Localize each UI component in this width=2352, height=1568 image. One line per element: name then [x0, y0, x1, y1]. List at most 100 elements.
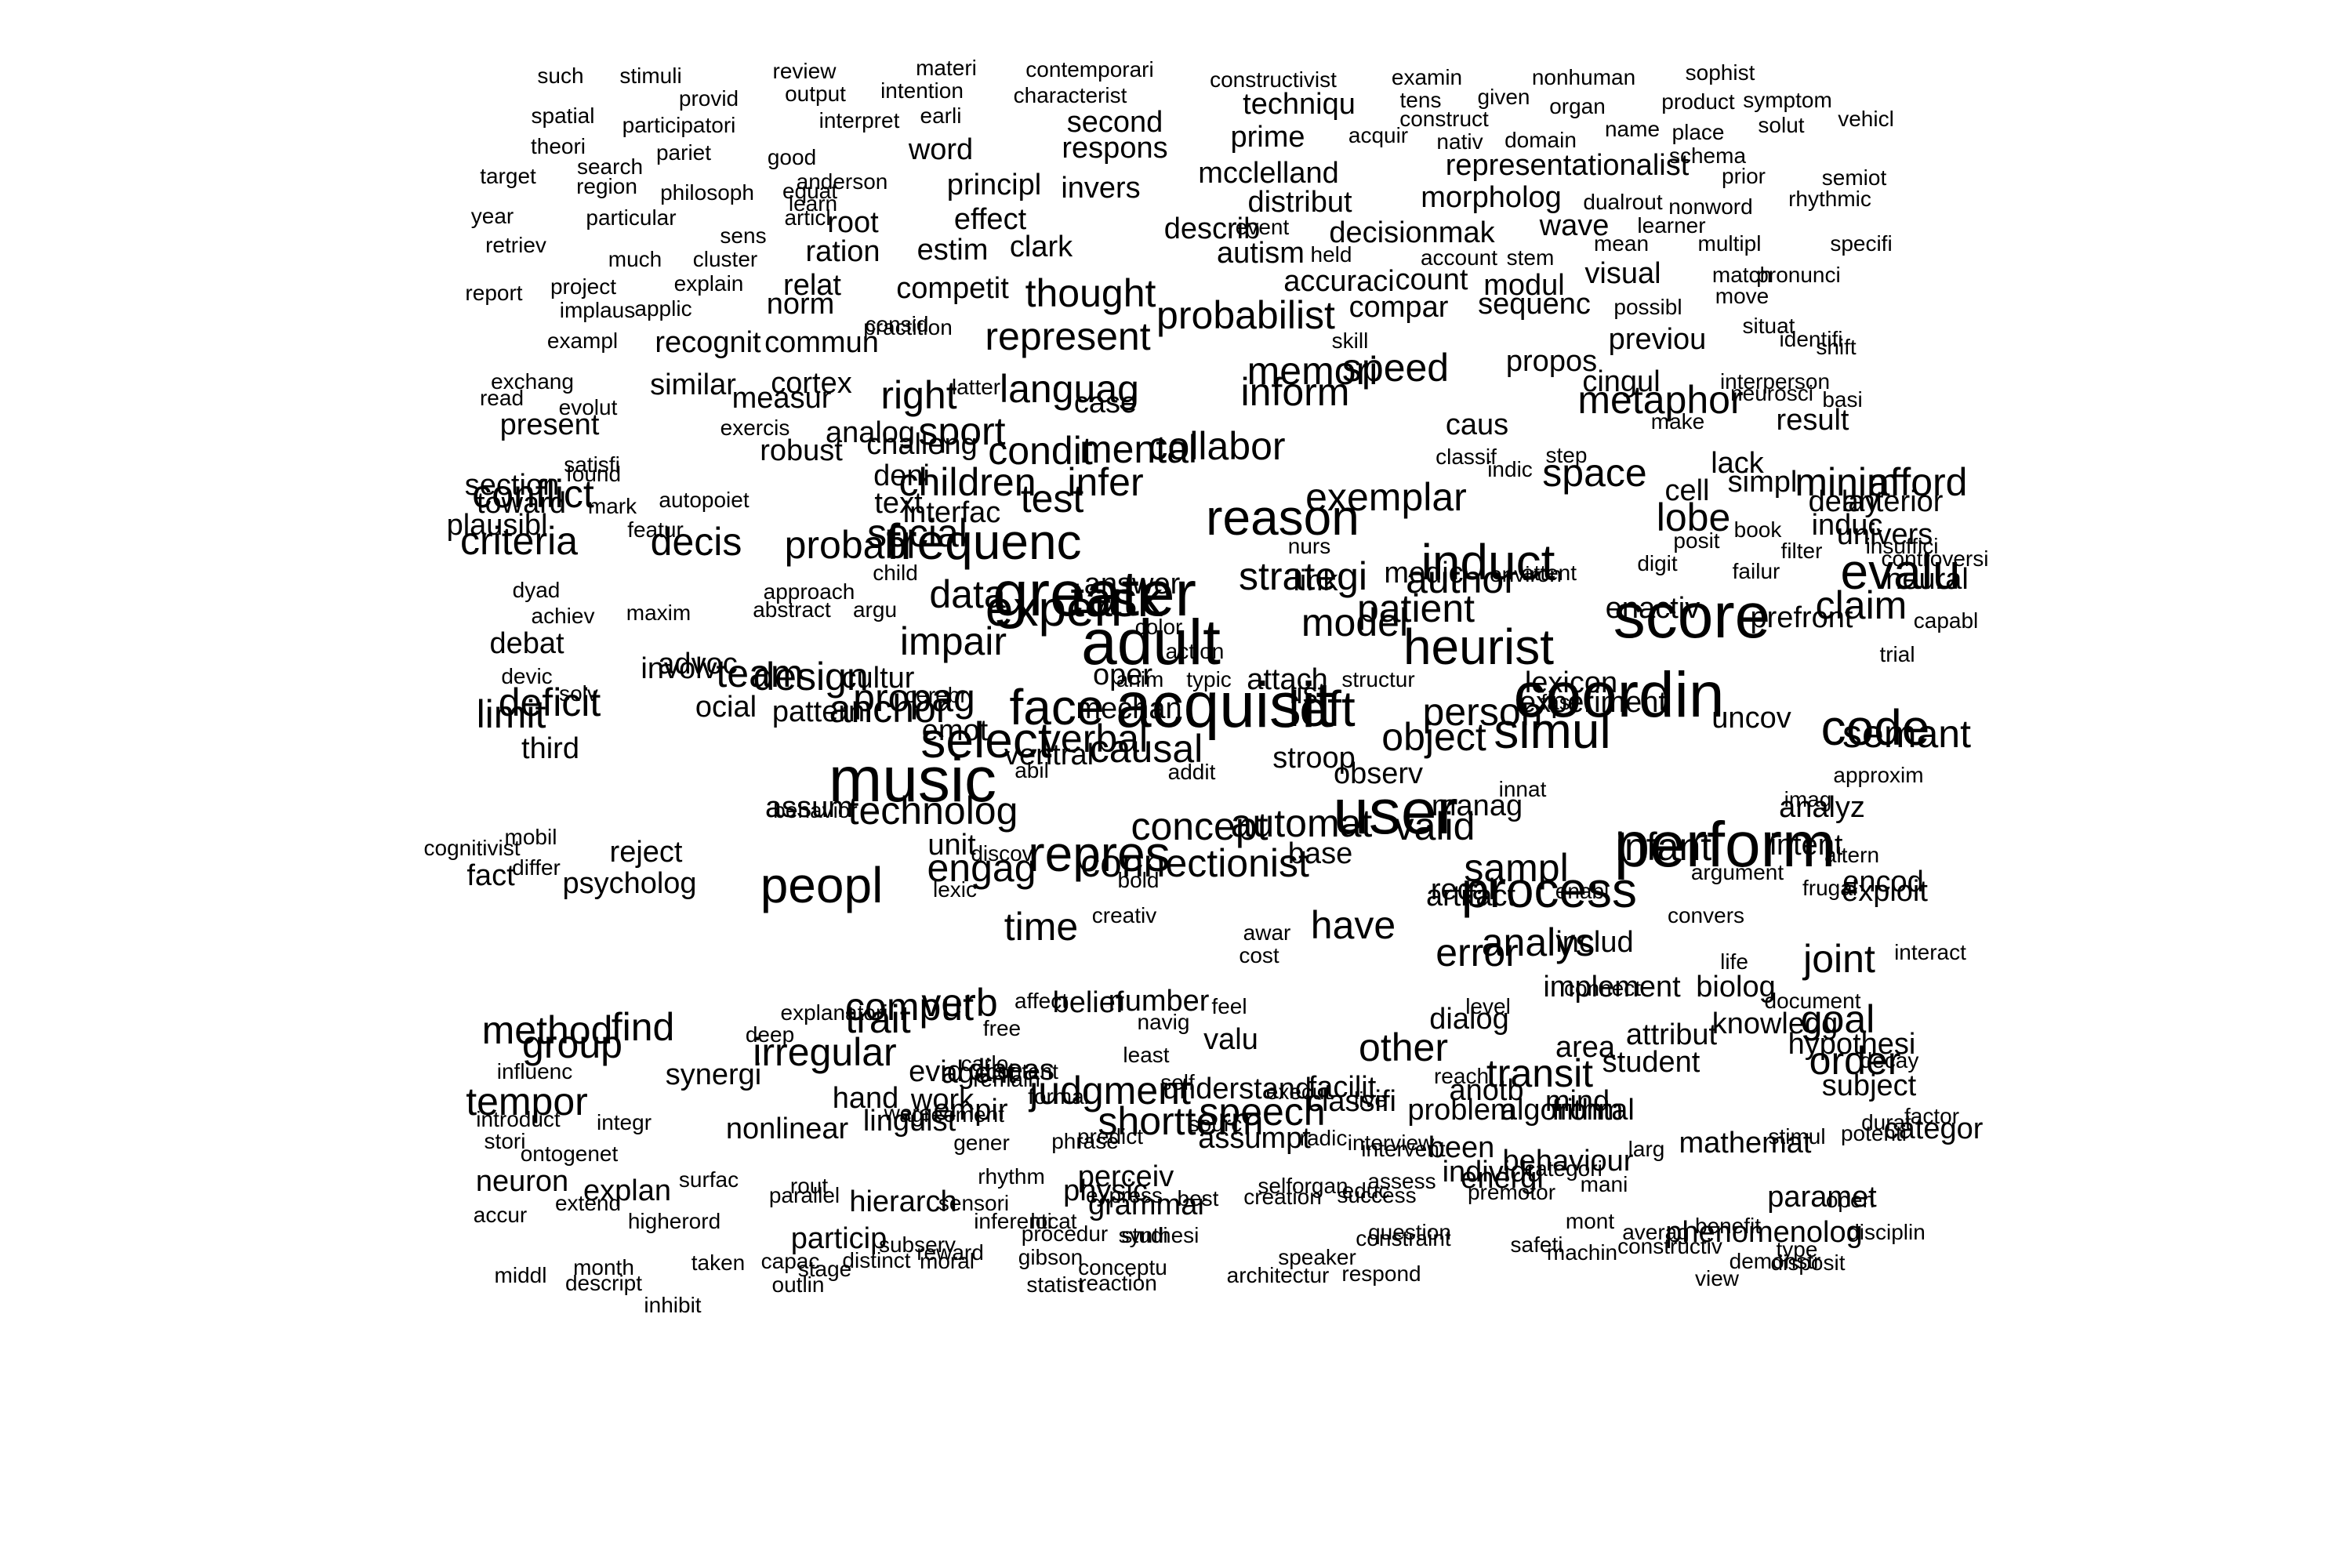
word-mobil: mobil [504, 824, 557, 849]
word-advoc: advoc [658, 648, 738, 681]
word-speaker: speaker [1278, 1244, 1356, 1269]
word-present: present [499, 408, 600, 441]
word-pattern: pattern [771, 695, 866, 729]
word-reach: reach [1433, 1064, 1490, 1089]
word-moral: moral [919, 1249, 975, 1274]
word-memori: memori [1247, 348, 1378, 393]
word-compar: compar [1348, 291, 1449, 325]
word-taken: taken [691, 1250, 746, 1276]
word-mark: mark [587, 494, 637, 519]
word-thought: thought [1025, 271, 1156, 316]
word-equat: equat [782, 179, 838, 204]
word-toward: toward [476, 487, 567, 521]
word-digit: digit [1637, 551, 1678, 576]
word-nonlinear: nonlinear [725, 1112, 849, 1146]
word-argument: argument [1690, 860, 1784, 885]
word-explain: explain [673, 271, 744, 296]
word-frugal: frugal [1802, 875, 1858, 900]
word-belief: belief [1052, 985, 1124, 1019]
word-insuffici: insuffici [1865, 534, 1939, 559]
word-autopoiet: autopoiet [659, 488, 750, 513]
word-conflict: conflict [472, 472, 594, 517]
word-best: best [1177, 1185, 1219, 1210]
word-interview: interview [1347, 1130, 1435, 1155]
word-speed: speed [1341, 345, 1450, 390]
word-been: been [1428, 1131, 1495, 1164]
word-shift: shift [1816, 335, 1857, 360]
word-distribut: distribut [1247, 186, 1352, 220]
word-characterist: characterist [1013, 83, 1127, 108]
word-mont: mont [1565, 1209, 1615, 1234]
word-free: free [982, 1016, 1022, 1041]
word-user: user [1333, 776, 1458, 848]
word-provid: provid [678, 86, 739, 111]
word-minim: minim [1795, 459, 1900, 504]
word-pariet: pariet [655, 140, 712, 165]
word-competit: competit [896, 272, 1009, 306]
word-output: output [785, 82, 846, 107]
word-success: success [1337, 1182, 1417, 1207]
word-report: report [465, 281, 523, 306]
word-subserv: subserv [878, 1232, 956, 1257]
word-exercis: exercis [720, 415, 790, 440]
word-constructivist: constructivist [1210, 67, 1337, 93]
word-distinct: distinct [842, 1247, 911, 1272]
word-select: select [920, 711, 1052, 768]
word-area: area [1555, 1030, 1616, 1064]
word-particip: particip [790, 1221, 887, 1255]
word-reward: reward [916, 1240, 984, 1265]
word-selforgan: selforgan [1258, 1173, 1348, 1198]
word-structur: structur [1341, 666, 1415, 691]
word-mean: mean [1593, 231, 1650, 256]
word-synergi: synergi [665, 1058, 762, 1092]
word-plausibl: plausibl [446, 508, 548, 542]
word-propos: propos [1505, 344, 1598, 378]
word-observ: observ [1333, 757, 1424, 790]
word-recognit: recognit [655, 326, 761, 360]
word-fact: fact [466, 858, 515, 892]
word-time: time [1004, 905, 1079, 949]
word-lexicon: lexicon [1524, 666, 1618, 699]
word-third: third [521, 732, 579, 766]
word-neuron: neuron [475, 1165, 569, 1199]
word-given: given [1477, 85, 1530, 110]
word-condit: condit [988, 429, 1093, 474]
word-test: test [1020, 477, 1084, 521]
word-transit: transit [1486, 1051, 1594, 1096]
word-probabilist: probabilist [1156, 292, 1335, 337]
word-order: order [1809, 1039, 1901, 1083]
word-accuraci: accuraci [1283, 264, 1395, 298]
word-averag: averag [1622, 1220, 1690, 1245]
word-connect: connect [1563, 975, 1642, 1000]
word-connectionist: connectionist [1080, 841, 1309, 886]
word-evid: evid [909, 1055, 964, 1089]
word-place: place [1671, 120, 1725, 145]
word-interfac: interfac [902, 496, 1001, 530]
word-mental: mental [1079, 427, 1198, 472]
word-featur: featur [627, 517, 684, 542]
word-inform: inform [1240, 370, 1350, 415]
word-sensori: sensori [938, 1190, 1010, 1215]
word-rout: rout [789, 1173, 829, 1198]
word-comput: comput [845, 985, 974, 1029]
word-criteria: criteria [459, 518, 579, 563]
word-other: other [1359, 1025, 1448, 1069]
word-person: person [1422, 690, 1543, 735]
word-surfac: surfac [678, 1167, 739, 1192]
word-discov: discov [971, 841, 1033, 866]
word-root: root [827, 205, 879, 239]
word-situat: situat [1742, 313, 1795, 338]
word-sophist: sophist [1685, 60, 1755, 85]
word-spatial: spatial [531, 103, 595, 128]
word-cost: cost [1239, 943, 1279, 968]
word-object: object [1381, 714, 1486, 759]
word-gibson: gibson [1018, 1244, 1083, 1269]
word-ration: ration [805, 235, 880, 269]
word-shortterm: shortterm [1098, 1099, 1264, 1144]
word-second: second [1066, 105, 1163, 139]
word-search: search [576, 154, 644, 179]
word-agent: agent [941, 1057, 1016, 1091]
word-deni: deni [873, 459, 930, 492]
word-devic: devic [501, 663, 553, 688]
word-claim: claim [1815, 583, 1907, 628]
